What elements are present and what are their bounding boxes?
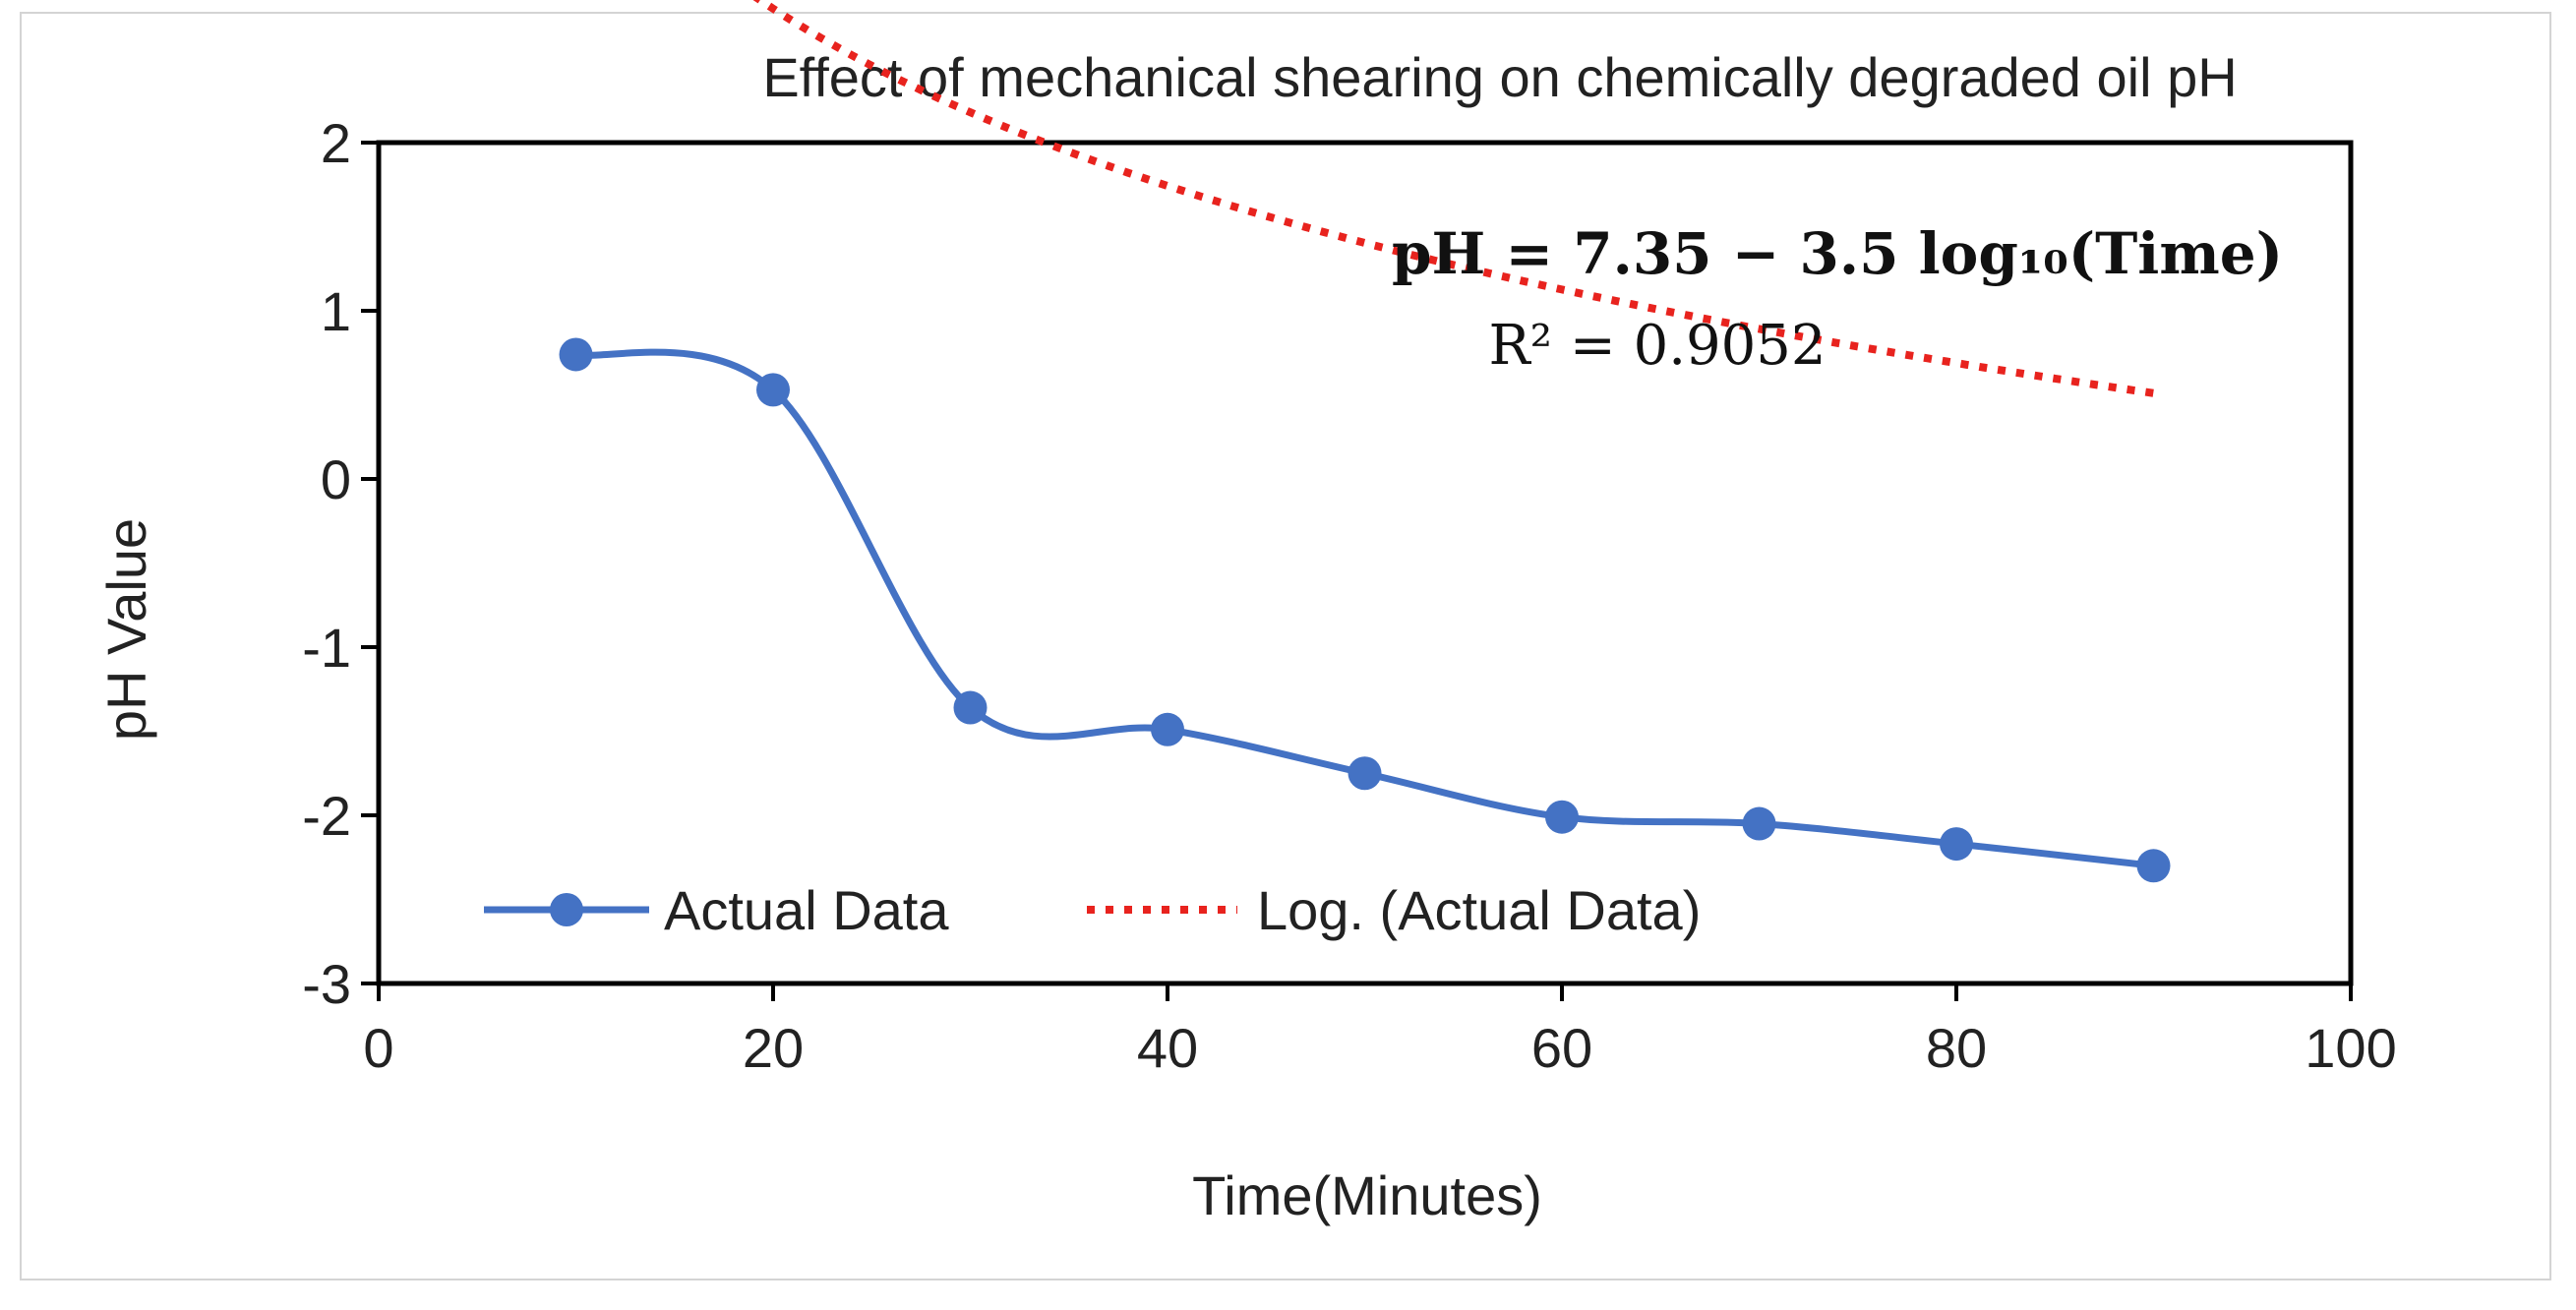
r-squared-label: R² = 0.9052 [1488, 314, 1826, 378]
data-point [1545, 800, 1579, 834]
data-point [1940, 827, 1973, 862]
data-point [2136, 849, 2171, 883]
y-axis: 2 1 0 -1 -2 -3 [302, 112, 379, 1015]
y-axis-title: pH Value [95, 518, 157, 741]
data-point [559, 337, 593, 372]
data-point [756, 373, 790, 407]
legend-trend-label: Log. (Actual Data) [1257, 879, 1701, 941]
trendline-series [752, 0, 2155, 397]
x-axis: 0 20 40 60 80 100 [363, 983, 2397, 1079]
plot-area [376, 140, 2354, 986]
x-tick-label: 0 [363, 1017, 393, 1079]
trendline [752, 0, 2155, 397]
y-tick-label: 1 [321, 280, 351, 342]
y-tick-label: -1 [302, 617, 351, 679]
data-point [953, 690, 988, 725]
legend-actual-label: Actual Data [664, 879, 949, 941]
data-point [1348, 756, 1382, 791]
actual-data-series [559, 337, 2171, 883]
data-point [1151, 712, 1184, 746]
trendline-equation: pH = 7.35 − 3.5 log₁₀(Time) [1392, 220, 2283, 287]
y-tick-label: -2 [302, 785, 351, 847]
legend-actual-marker [550, 893, 583, 926]
data-point [1742, 806, 1776, 841]
y-tick-label: -3 [302, 953, 351, 1015]
y-tick-label: 2 [321, 112, 351, 174]
x-tick-label: 80 [1926, 1017, 1987, 1079]
chart-title: Effect of mechanical shearing on chemica… [762, 46, 2237, 108]
legend: Actual Data Log. (Actual Data) [484, 879, 1701, 941]
x-tick-label: 40 [1137, 1017, 1198, 1079]
x-axis-title: Time(Minutes) [1192, 1164, 1542, 1226]
x-tick-label: 100 [2305, 1017, 2396, 1079]
actual-data-line [574, 348, 2154, 869]
x-tick-label: 60 [1531, 1017, 1592, 1079]
y-tick-label: 0 [321, 448, 351, 510]
x-tick-label: 20 [743, 1017, 804, 1079]
